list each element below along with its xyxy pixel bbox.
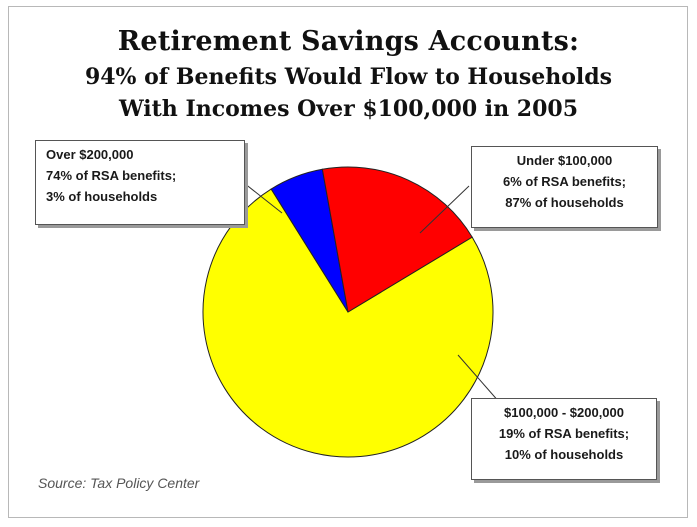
leader-lines <box>243 182 501 404</box>
callout-under-100k-line-2: 6% of RSA benefits; <box>502 174 627 189</box>
callout-100k-200k: $100,000 - $200,000 19% of RSA benefits;… <box>471 398 657 480</box>
callout-under-100k-line-1: Under $100,000 <box>516 153 613 168</box>
chart-title: Retirement Savings Accounts: <box>117 26 580 57</box>
callout-over-200k: Over $200,000 74% of RSA benefits; 3% of… <box>35 140 245 225</box>
pie-slice-100k-200k <box>321 166 473 313</box>
pie-slice-over-200k <box>202 188 494 458</box>
leader-line-100k-200k <box>457 354 501 404</box>
callout-100k-200k-line-2: 19% of RSA benefits; <box>498 426 630 441</box>
source-note: Source: Tax Policy Center <box>38 475 200 491</box>
callout-under-100k-line-3: 87% of households <box>505 195 624 210</box>
chart-subtitle-line-1: 94% of Benefits Would Flow to Households <box>84 64 613 90</box>
callout-100k-200k-line-1: $100,000 - $200,000 <box>504 405 624 420</box>
callout-under-100k: Under $100,000 6% of RSA benefits; 87% o… <box>471 146 658 228</box>
leader-line-under-100k <box>419 185 470 234</box>
callout-over-200k-line-3: 3% of households <box>46 189 158 204</box>
leader-line-over-200k <box>243 182 283 214</box>
callout-100k-200k-line-3: 10% of households <box>504 447 624 462</box>
callout-over-200k-line-2: 74% of RSA benefits; <box>46 168 177 183</box>
callout-over-200k-line-1: Over $200,000 <box>46 147 134 162</box>
chart-subtitle-line-2: With Incomes Over $100,000 in 2005 <box>118 96 579 122</box>
pie-slices <box>202 166 494 458</box>
